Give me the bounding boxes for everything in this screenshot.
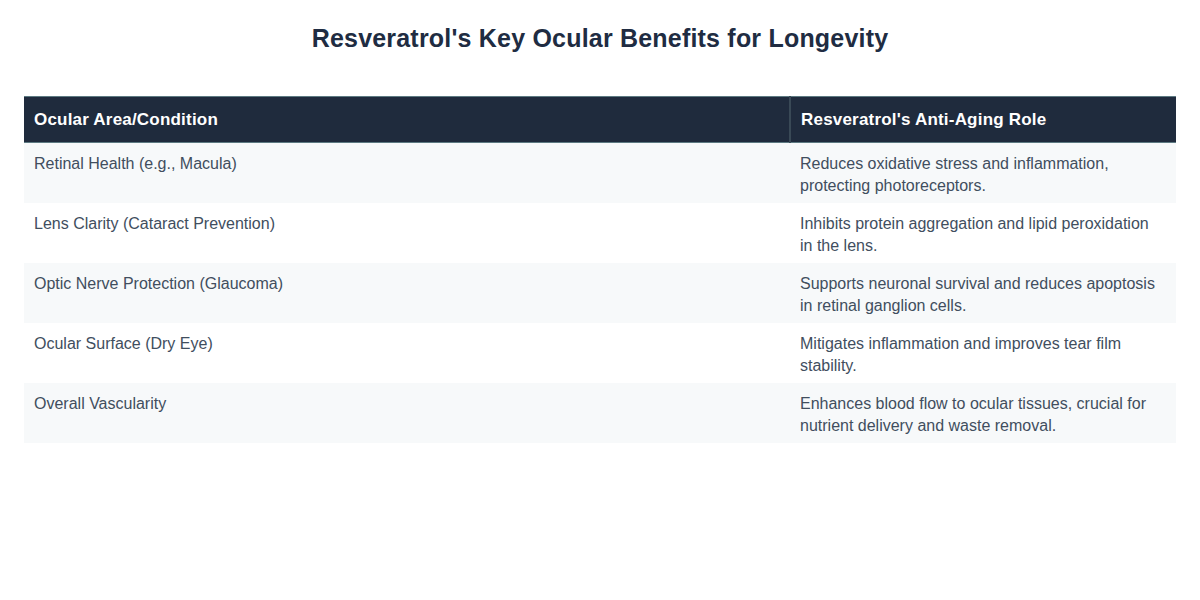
- page: Resveratrol's Key Ocular Benefits for Lo…: [0, 0, 1200, 600]
- area-cell: Overall Vascularity: [24, 383, 790, 443]
- table-header-row: Ocular Area/Condition Resveratrol's Anti…: [24, 97, 1176, 143]
- column-header-anti-aging-role: Resveratrol's Anti-Aging Role: [790, 97, 1176, 143]
- area-cell: Lens Clarity (Cataract Prevention): [24, 203, 790, 263]
- area-cell: Ocular Surface (Dry Eye): [24, 323, 790, 383]
- table-body: Retinal Health (e.g., Macula)Reduces oxi…: [24, 143, 1176, 443]
- table-row: Overall VascularityEnhances blood flow t…: [24, 383, 1176, 443]
- area-cell: Retinal Health (e.g., Macula): [24, 143, 790, 203]
- table-row: Optic Nerve Protection (Glaucoma)Support…: [24, 263, 1176, 323]
- table-row: Lens Clarity (Cataract Prevention)Inhibi…: [24, 203, 1176, 263]
- benefits-table: Ocular Area/Condition Resveratrol's Anti…: [24, 96, 1176, 443]
- area-cell: Optic Nerve Protection (Glaucoma): [24, 263, 790, 323]
- role-cell: Mitigates inflammation and improves tear…: [790, 323, 1176, 383]
- role-cell: Supports neuronal survival and reduces a…: [790, 263, 1176, 323]
- table-row: Retinal Health (e.g., Macula)Reduces oxi…: [24, 143, 1176, 203]
- table-row: Ocular Surface (Dry Eye)Mitigates inflam…: [24, 323, 1176, 383]
- role-cell: Inhibits protein aggregation and lipid p…: [790, 203, 1176, 263]
- role-cell: Enhances blood flow to ocular tissues, c…: [790, 383, 1176, 443]
- page-title: Resveratrol's Key Ocular Benefits for Lo…: [0, 24, 1200, 52]
- column-header-ocular-area: Ocular Area/Condition: [24, 97, 790, 143]
- table-header: Ocular Area/Condition Resveratrol's Anti…: [24, 97, 1176, 143]
- role-cell: Reduces oxidative stress and inflammatio…: [790, 143, 1176, 203]
